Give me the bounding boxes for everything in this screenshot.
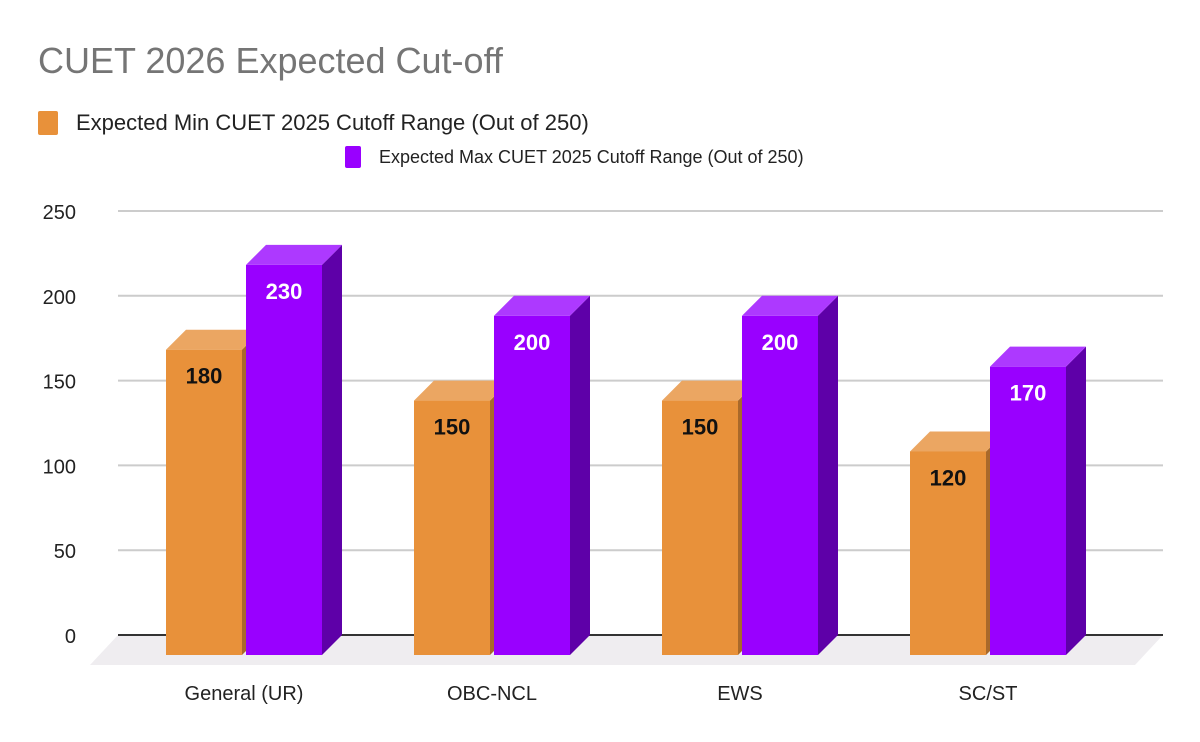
data-label: 150 (682, 415, 719, 440)
data-label: 200 (762, 330, 799, 355)
bar-side (1066, 346, 1086, 655)
data-label: 180 (186, 364, 223, 389)
bar-top (662, 380, 758, 401)
legend-label-min: Expected Min CUET 2025 Cutoff Range (Out… (76, 110, 589, 135)
legend-item-min: Expected Min CUET 2025 Cutoff Range (Out… (38, 110, 589, 136)
y-tick-label: 100 (43, 456, 76, 478)
x-tick-label: OBC-NCL (447, 683, 537, 705)
y-tick-label: 200 (43, 287, 76, 309)
bar-top (742, 295, 838, 316)
bar-side (570, 295, 590, 655)
bar (246, 264, 322, 655)
bar-top (990, 346, 1086, 367)
bar-top (910, 431, 1006, 452)
x-tick-label: General (UR) (185, 683, 304, 705)
bar-side (322, 244, 342, 656)
y-tick-label: 250 (43, 202, 76, 224)
y-tick-label: 50 (54, 541, 76, 563)
bar (910, 451, 986, 655)
bar (494, 315, 570, 655)
x-tick-label: SC/ST (959, 683, 1018, 705)
legend-swatch-max (345, 146, 361, 168)
legend-swatch-min (38, 111, 58, 135)
chart-floor (90, 635, 1163, 665)
data-label: 230 (266, 279, 303, 304)
x-tick-label: EWS (717, 683, 763, 705)
bar-side (818, 295, 838, 655)
legend-label-max: Expected Max CUET 2025 Cutoff Range (Out… (379, 146, 804, 167)
y-tick-label: 150 (43, 372, 76, 394)
data-label: 170 (1010, 381, 1047, 406)
bar (166, 349, 242, 655)
bar-top (166, 329, 262, 350)
data-label: 200 (514, 330, 551, 355)
legend-item-max: Expected Max CUET 2025 Cutoff Range (Out… (345, 146, 804, 168)
y-tick-label: 0 (65, 626, 76, 648)
bar (662, 400, 738, 655)
bar-top (246, 244, 342, 265)
bar (990, 366, 1066, 655)
bar-top (414, 380, 510, 401)
bar-top (494, 295, 590, 316)
data-label: 120 (930, 465, 967, 490)
bar (414, 400, 490, 655)
bar (742, 315, 818, 655)
data-label: 150 (434, 415, 471, 440)
chart-title: CUET 2026 Expected Cut-off (38, 40, 503, 81)
